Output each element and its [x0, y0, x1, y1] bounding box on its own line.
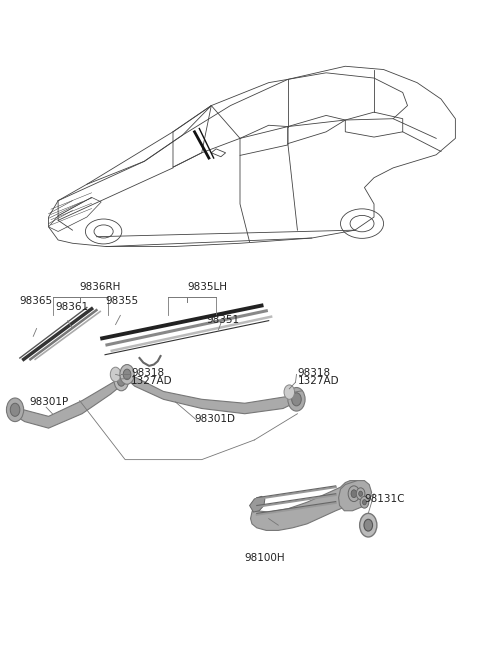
Circle shape [362, 499, 366, 505]
Circle shape [284, 385, 295, 399]
Text: 98301P: 98301P [29, 397, 69, 407]
Text: 98361: 98361 [56, 302, 89, 312]
Circle shape [110, 367, 121, 382]
Circle shape [6, 398, 24, 422]
Circle shape [123, 369, 131, 380]
Circle shape [359, 491, 362, 496]
Circle shape [348, 486, 360, 501]
Text: 1327AD: 1327AD [298, 376, 339, 386]
Circle shape [118, 376, 125, 386]
Text: 98318: 98318 [298, 368, 331, 378]
Circle shape [351, 489, 357, 497]
Circle shape [120, 365, 134, 384]
Text: 98100H: 98100H [245, 553, 286, 563]
Text: 98351: 98351 [206, 315, 240, 325]
Text: 98365: 98365 [19, 296, 52, 306]
Polygon shape [250, 496, 265, 512]
Polygon shape [124, 372, 299, 414]
Text: 98301D: 98301D [194, 413, 236, 424]
Circle shape [288, 388, 305, 411]
Circle shape [360, 513, 377, 537]
Polygon shape [338, 481, 372, 510]
Polygon shape [251, 481, 360, 530]
Text: 98131C: 98131C [364, 494, 405, 504]
Circle shape [364, 519, 372, 531]
Circle shape [360, 496, 369, 508]
Text: 9835LH: 9835LH [187, 283, 228, 292]
Text: 1327AD: 1327AD [131, 376, 172, 386]
Circle shape [114, 371, 129, 391]
Circle shape [10, 403, 20, 417]
Circle shape [356, 487, 365, 499]
Text: 98355: 98355 [105, 296, 138, 306]
Text: 98318: 98318 [131, 368, 164, 378]
Polygon shape [10, 378, 124, 428]
Circle shape [292, 393, 301, 406]
Text: 9836RH: 9836RH [80, 283, 121, 292]
